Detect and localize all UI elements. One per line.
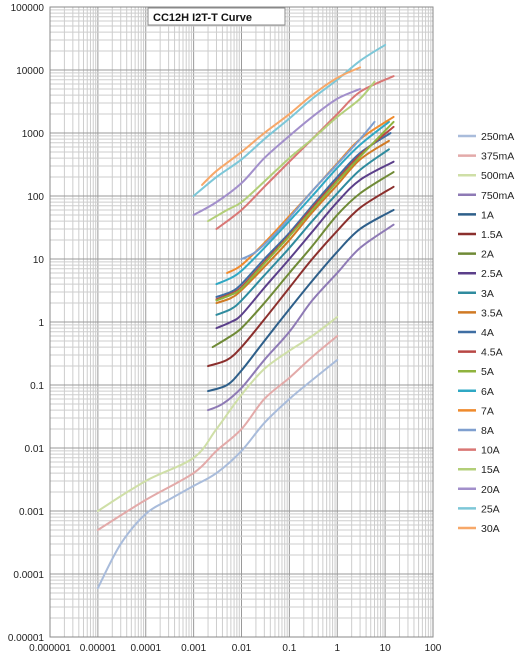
tick-labels: 0.000001 0.00001 0.0001 0.001 0.01 0.1 1 10 1000… xyxy=(8,3,442,654)
legend: 250mA 375mA 500mA 750mA 1A 1.5A 2A 2.5A 3A 3.5A 4A… xyxy=(458,131,514,535)
series-line-250mA xyxy=(96,358,339,589)
legend-label-2.5A: 2.5A xyxy=(481,268,503,280)
series-line-20A xyxy=(192,87,362,216)
legend-label-1A: 1A xyxy=(481,209,494,221)
x-tick-label: 0.00001 xyxy=(80,643,117,654)
grid xyxy=(49,7,433,638)
series-line-25A xyxy=(192,43,387,197)
x-tick-label: 1 xyxy=(334,643,340,654)
legend-label-4A: 4A xyxy=(481,327,494,339)
x-tick-label: 0.000001 xyxy=(29,643,71,654)
y-tick-label: 0.01 xyxy=(25,444,45,455)
legend-label-3.5A: 3.5A xyxy=(481,307,503,319)
y-tick-label: 100 xyxy=(27,192,44,203)
series-line-3.5A xyxy=(215,139,390,305)
series-lines xyxy=(96,43,395,589)
y-tick-label: 0.0001 xyxy=(13,570,44,581)
x-tick-label: 100 xyxy=(425,643,442,654)
y-tick-label: 0.001 xyxy=(19,507,44,518)
legend-label-250mA: 250mA xyxy=(481,131,514,143)
series-line-1.5A xyxy=(207,185,395,368)
legend-label-30A: 30A xyxy=(481,523,500,535)
legend-label-10A: 10A xyxy=(481,445,500,457)
series-line-1A xyxy=(207,208,395,393)
series-line-5A xyxy=(215,120,395,302)
y-tick-label: 0.00001 xyxy=(8,633,45,644)
series-line-2.5A xyxy=(215,160,395,330)
legend-label-20A: 20A xyxy=(481,484,500,496)
x-tick-label: 0.01 xyxy=(232,643,252,654)
y-tick-label: 0.1 xyxy=(30,381,44,392)
series-line-3A xyxy=(215,148,390,316)
x-tick-label: 0.1 xyxy=(282,643,296,654)
plot-frame xyxy=(49,6,434,638)
title-box: CC12H I2T-T Curve xyxy=(147,7,286,26)
series-line-500mA xyxy=(96,316,339,512)
y-tick-label: 1000 xyxy=(22,129,45,140)
series-line-15A xyxy=(207,80,376,223)
series-line-30A xyxy=(201,66,362,186)
series-line-10A xyxy=(215,75,395,230)
series-line-4A xyxy=(215,132,392,298)
y-tick-label: 1 xyxy=(38,318,44,329)
y-tick-label: 10 xyxy=(33,255,45,266)
legend-label-500mA: 500mA xyxy=(481,170,514,182)
series-line-6A xyxy=(215,120,390,286)
series-line-2A xyxy=(211,171,395,349)
legend-label-2A: 2A xyxy=(481,249,494,261)
legend-label-3A: 3A xyxy=(481,288,494,300)
series-line-8A xyxy=(240,120,376,260)
legend-label-375mA: 375mA xyxy=(481,151,514,163)
x-tick-label: 10 xyxy=(380,643,392,654)
x-tick-label: 0.0001 xyxy=(130,643,161,654)
legend-label-4.5A: 4.5A xyxy=(481,347,503,359)
y-tick-label: 10000 xyxy=(16,66,44,77)
legend-label-15A: 15A xyxy=(481,464,500,476)
x-tick-label: 0.001 xyxy=(181,643,206,654)
chart-title: CC12H I2T-T Curve xyxy=(153,12,252,24)
legend-label-7A: 7A xyxy=(481,405,494,417)
legend-label-5A: 5A xyxy=(481,366,494,378)
y-tick-label: 100000 xyxy=(11,3,45,14)
legend-label-8A: 8A xyxy=(481,425,494,437)
legend-label-750mA: 750mA xyxy=(481,190,514,202)
series-line-375mA xyxy=(96,334,339,531)
legend-label-25A: 25A xyxy=(481,503,500,515)
legend-label-1.5A: 1.5A xyxy=(481,229,503,241)
series-line-750mA xyxy=(207,223,395,412)
legend-label-6A: 6A xyxy=(481,386,494,398)
